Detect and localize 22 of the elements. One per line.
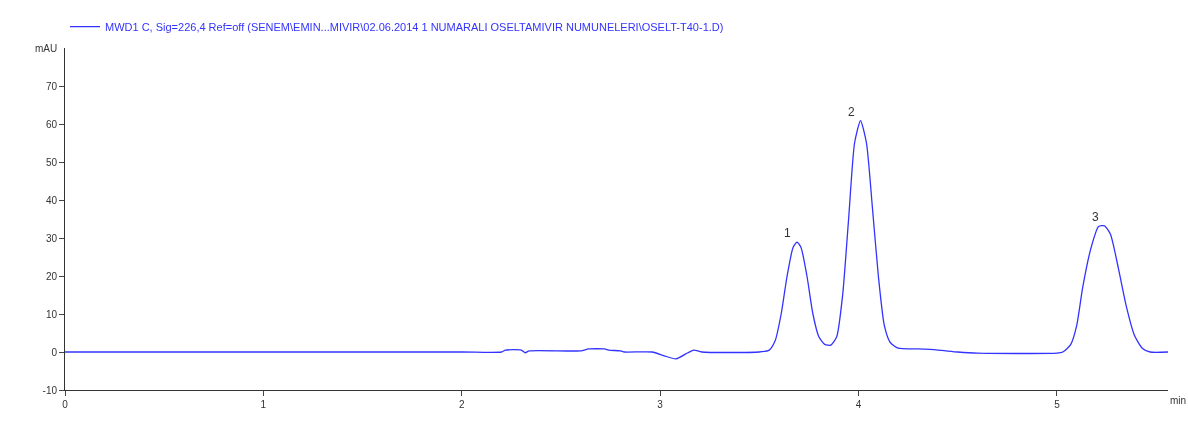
y-tick-label: 10 xyxy=(45,308,58,320)
x-tick-label: 1 xyxy=(260,399,267,410)
y-tick-label: -10 xyxy=(42,384,58,396)
y-tick-label: 20 xyxy=(45,270,58,282)
y-tick-label: 40 xyxy=(45,194,58,206)
y-tick-label: 70 xyxy=(45,80,58,92)
x-axis-title: min xyxy=(1170,395,1187,406)
y-tick-label: 0 xyxy=(51,346,58,358)
line-series xyxy=(65,119,1168,360)
annotation: 2 xyxy=(848,105,855,119)
y-tick-label: 30 xyxy=(45,232,58,244)
annotation: 1 xyxy=(784,226,791,240)
x-tick-label: 0 xyxy=(62,399,69,410)
y-tick-label: 50 xyxy=(45,156,58,168)
x-tick-label: 4 xyxy=(855,399,862,410)
legend-label: MWD1 C, Sig=226,4 Ref=off (SENEM\EMIN...MIVIR\02.06.2014 1 NUMARALI OSELTAMIVIR NUMUNELERI\OSELT-T40-1.D) xyxy=(105,20,724,33)
x-tick-label: 5 xyxy=(1054,399,1061,410)
y-axis-title: mAU xyxy=(35,43,58,54)
x-tick-label: 3 xyxy=(657,399,664,410)
y-tick-label: 60 xyxy=(45,118,58,130)
x-tick-label: 2 xyxy=(458,399,465,410)
annotation: 3 xyxy=(1092,210,1099,224)
